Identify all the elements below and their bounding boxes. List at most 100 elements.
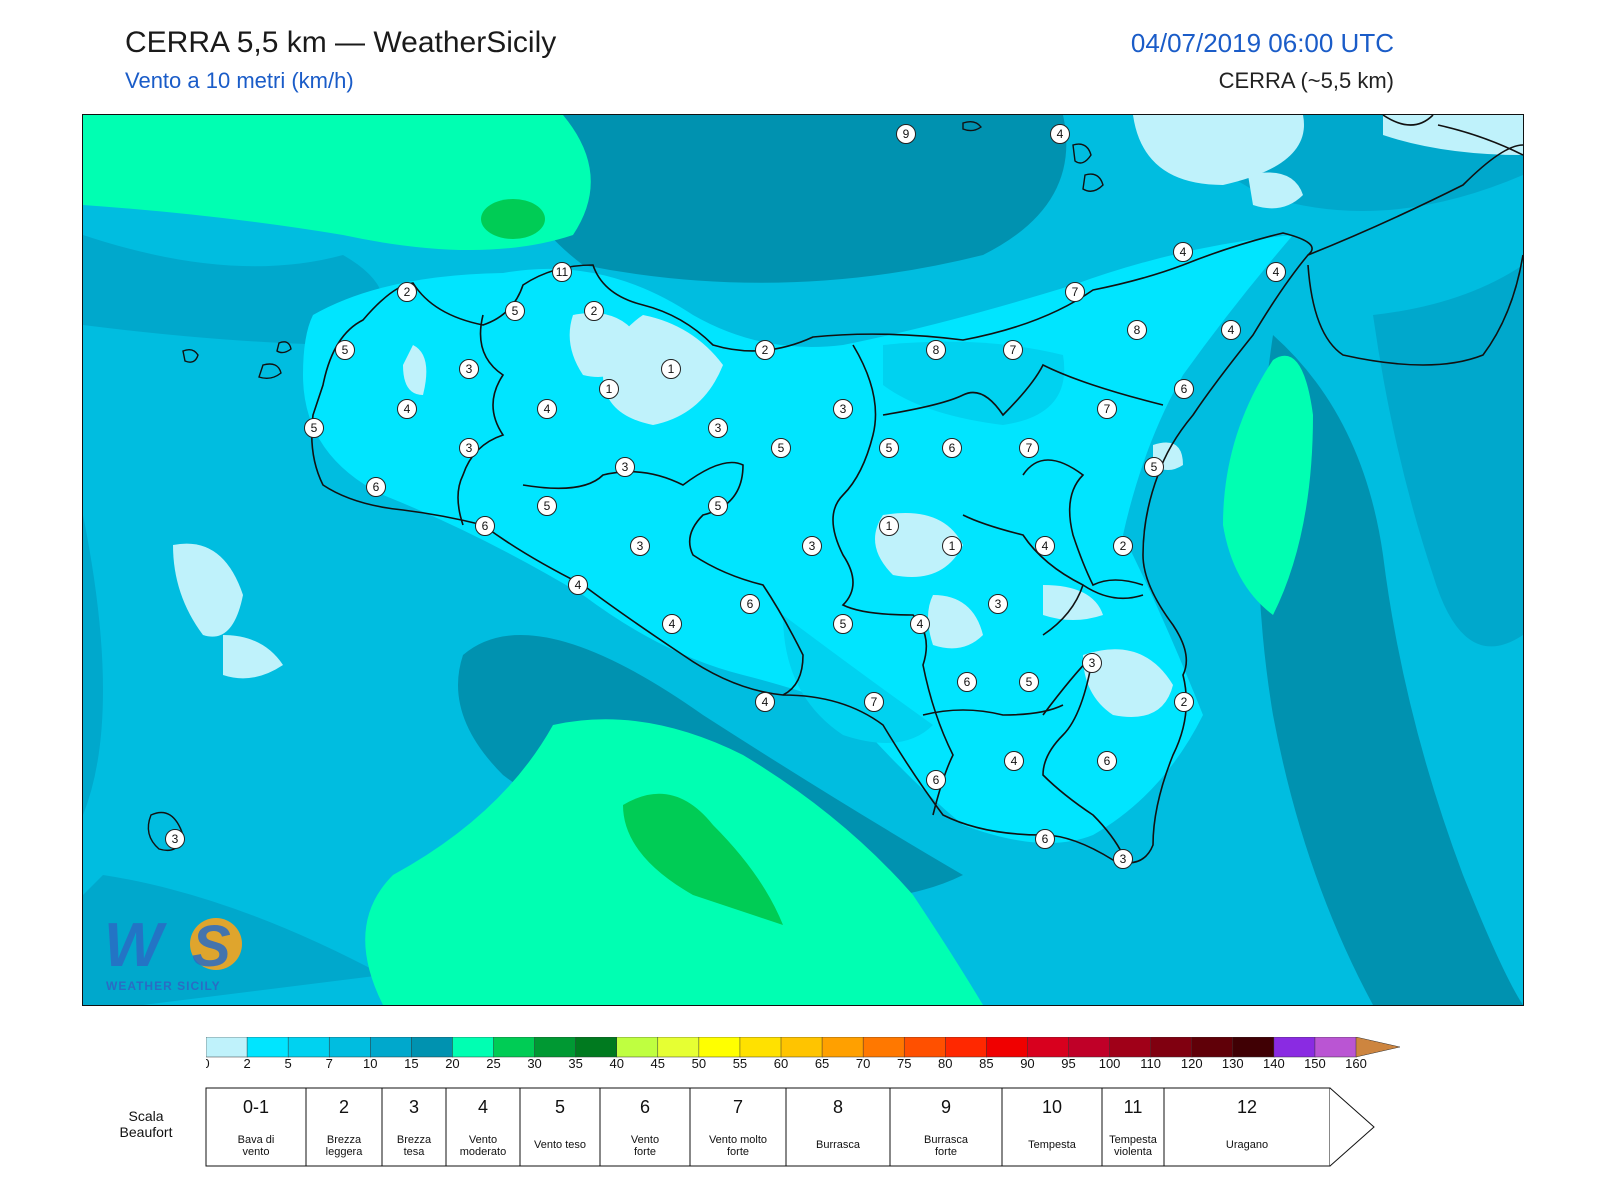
station-circle: [630, 536, 650, 556]
station-circle: [366, 477, 386, 497]
station-value: 4: [1228, 323, 1235, 337]
station-circle: [1174, 379, 1194, 399]
beaufort-desc-line1: Tempesta: [1028, 1139, 1077, 1151]
station-marker: 4: [537, 399, 557, 419]
station-value: 4: [762, 695, 769, 709]
colorbar-cell: [1068, 1037, 1111, 1058]
colorbar-tick-label: 10: [363, 1056, 377, 1069]
station-circle: [708, 496, 728, 516]
station-value: 4: [1057, 127, 1064, 141]
beaufort-box: [1001, 1087, 1103, 1167]
station-value: 5: [342, 343, 349, 357]
station-circle: [537, 399, 557, 419]
beaufort-number: 8: [833, 1097, 843, 1117]
station-circle: [1004, 751, 1024, 771]
station-marker: 4: [755, 692, 775, 712]
colorbar-cell: [945, 1037, 988, 1058]
station-marker: 4: [1050, 124, 1070, 144]
beaufort-arrow: [1329, 1087, 1375, 1167]
station-marker: 1: [942, 536, 962, 556]
station-marker: 5: [833, 614, 853, 634]
station-circle: [459, 359, 479, 379]
colorbar-tick-label: 90: [1020, 1056, 1034, 1069]
station-marker: 5: [1019, 672, 1039, 692]
station-marker: 8: [1127, 320, 1147, 340]
station-value: 4: [1273, 265, 1280, 279]
station-marker: 7: [1097, 399, 1117, 419]
station-marker: 4: [910, 614, 930, 634]
station-circle: [926, 770, 946, 790]
beaufort-desc-line2: vento: [243, 1146, 270, 1158]
station-circle: [896, 124, 916, 144]
station-circle: [1113, 536, 1133, 556]
station-marker: 7: [1065, 282, 1085, 302]
colorbar-tick-label: 95: [1061, 1056, 1075, 1069]
colorbar-arrow: [1355, 1037, 1401, 1058]
station-marker: 5: [879, 438, 899, 458]
beaufort-desc-line2: forte: [634, 1146, 656, 1158]
station-circle: [537, 496, 557, 516]
station-marker: 5: [505, 301, 525, 321]
beaufort-number: 12: [1237, 1097, 1257, 1117]
station-value: 2: [762, 343, 769, 357]
station-value: 4: [404, 402, 411, 416]
colorbar-tick-label: 2: [243, 1056, 250, 1069]
beaufort-desc-line1: Brezza: [397, 1134, 432, 1146]
colorbar-tick-label: 85: [979, 1056, 993, 1069]
station-circle: [1097, 399, 1117, 419]
station-circle: [740, 594, 760, 614]
station-circle: [1019, 672, 1039, 692]
station-value: 8: [1134, 323, 1141, 337]
station-value: 5: [715, 499, 722, 513]
station-circle: [1035, 829, 1055, 849]
beaufort-desc-line2: forte: [935, 1146, 957, 1158]
beaufort-number: 6: [640, 1097, 650, 1117]
station-marker: 1: [599, 379, 619, 399]
station-marker: 4: [1173, 242, 1193, 262]
beaufort-cell: 5 Vento teso: [519, 1087, 601, 1167]
beaufort-box: [305, 1087, 383, 1167]
station-circle: [1113, 849, 1133, 869]
beaufort-box: [519, 1087, 601, 1167]
station-marker: 7: [1003, 340, 1023, 360]
station-marker: 4: [1004, 751, 1024, 771]
beaufort-desc-line1: Vento teso: [534, 1139, 586, 1151]
station-marker: 5: [1144, 457, 1164, 477]
station-circle: [1097, 751, 1117, 771]
beaufort-desc-line1: Vento molto: [709, 1134, 767, 1146]
beaufort-box: [1101, 1087, 1165, 1167]
station-circle: [615, 457, 635, 477]
map-title: CERRA 5,5 km — WeatherSicily: [125, 26, 557, 59]
station-value: 8: [933, 343, 940, 357]
station-circle: [833, 399, 853, 419]
station-marker: 4: [1266, 262, 1286, 282]
model-label: CERRA (~5,5 km): [1218, 68, 1394, 93]
station-value: 3: [622, 460, 629, 474]
station-circle: [1050, 124, 1070, 144]
beaufort-desc-line1: Bava di: [238, 1134, 275, 1146]
station-value: 6: [1042, 832, 1049, 846]
station-marker: 6: [740, 594, 760, 614]
station-marker: 6: [366, 477, 386, 497]
colorbar-tick-label: 75: [897, 1056, 911, 1069]
station-marker: 5: [335, 340, 355, 360]
station-marker: 2: [755, 340, 775, 360]
colorbar-tick-label: 40: [609, 1056, 623, 1069]
station-marker: 5: [537, 496, 557, 516]
station-circle: [459, 438, 479, 458]
station-marker: 3: [708, 418, 728, 438]
station-value: 7: [871, 695, 878, 709]
beaufort-number: 5: [555, 1097, 565, 1117]
station-value: 6: [1181, 382, 1188, 396]
station-marker: 2: [1174, 692, 1194, 712]
colorbar-tick-label: 65: [815, 1056, 829, 1069]
colorbar-tick-label: 100: [1099, 1056, 1121, 1069]
station-circle: [1144, 457, 1164, 477]
beaufort-desc-line1: Tempesta: [1109, 1134, 1158, 1146]
beaufort-number: 0-1: [243, 1097, 269, 1117]
station-value: 5: [778, 441, 785, 455]
station-value: 3: [466, 362, 473, 376]
